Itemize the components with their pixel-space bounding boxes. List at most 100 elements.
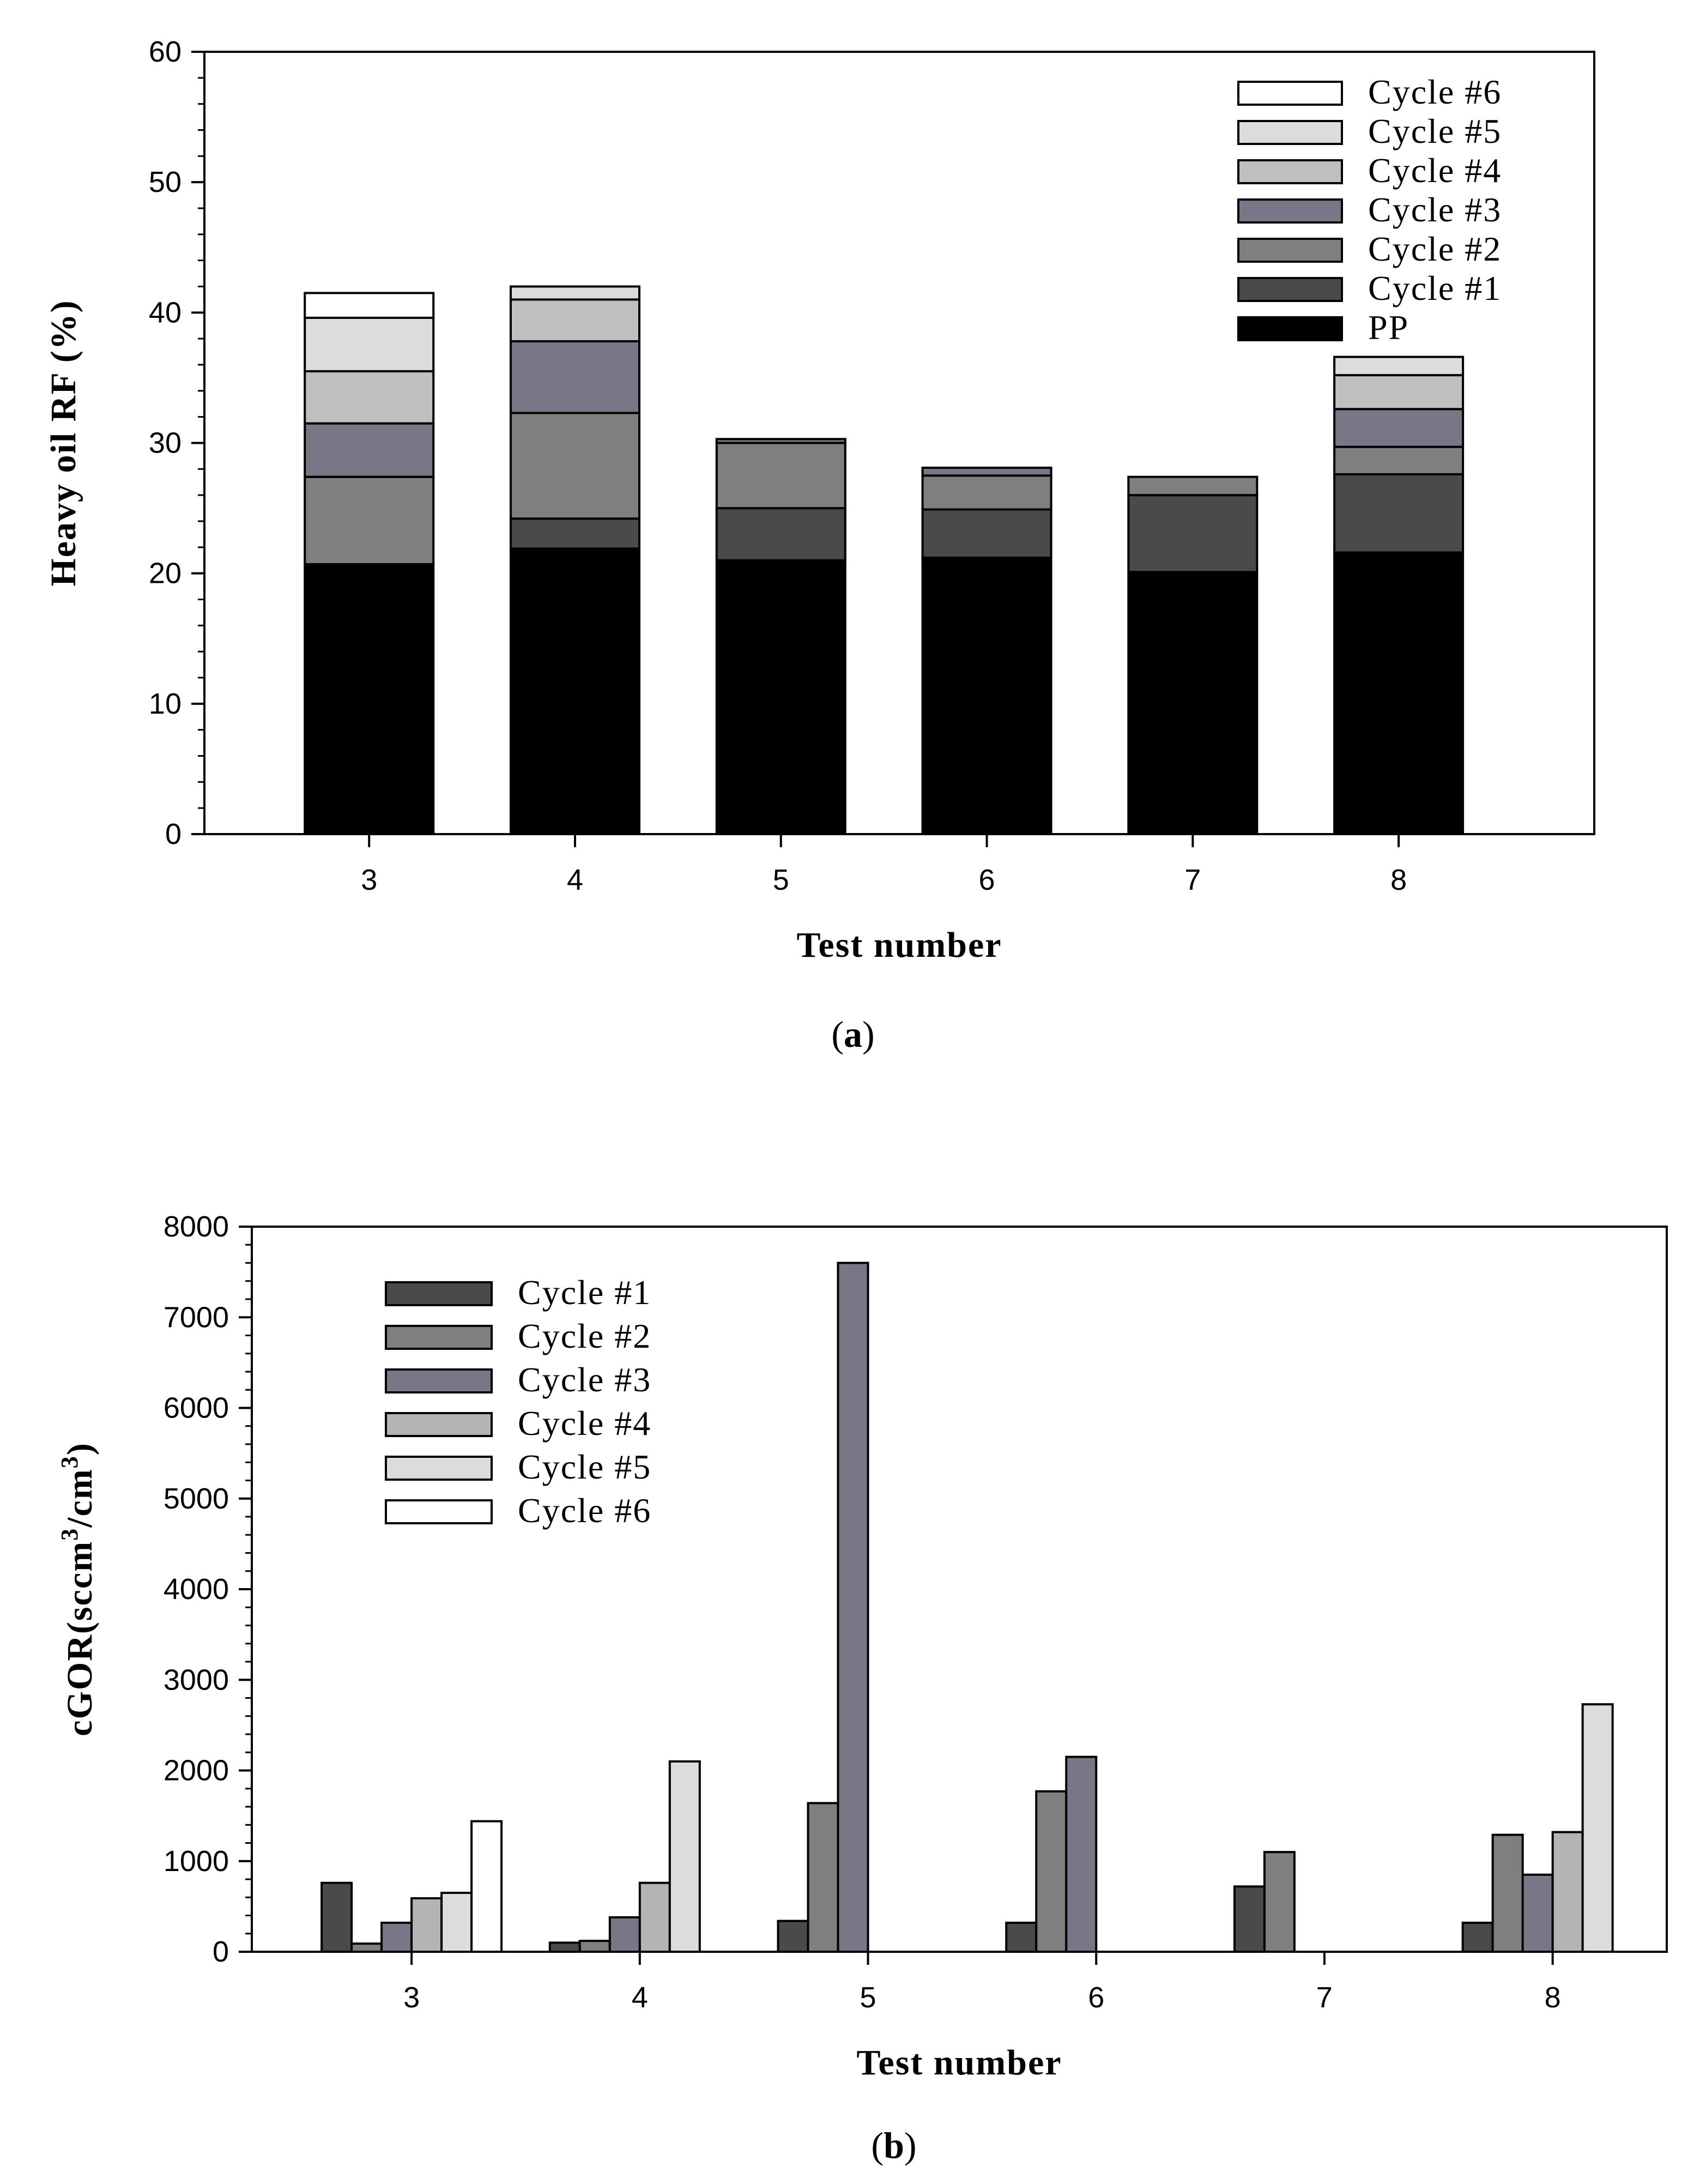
chart-a-bar-cycle-2-test-3 xyxy=(304,475,435,565)
chart-a-legend-swatch-cycle-3 xyxy=(1237,198,1343,224)
chart-b-x-tick-label: 6 xyxy=(1088,1981,1104,2014)
chart-b-bar-cycle-3-test-5 xyxy=(837,1262,869,1953)
chart-b-legend-label-cycle-4: Cycle #4 xyxy=(518,1404,651,1443)
chart-b-bar-cycle-5-test-8 xyxy=(1581,1703,1614,1953)
chart-b-legend-swatch-cycle-2 xyxy=(385,1325,493,1350)
chart-b-y-axis-title-part: ) xyxy=(60,1442,100,1455)
chart-b-y-tick-label: 1000 xyxy=(164,1845,229,1878)
chart-a-legend-label-cycle-6: Cycle #6 xyxy=(1368,73,1502,111)
chart-a-bar-pp-test-3 xyxy=(304,563,435,836)
chart-a-legend-label-pp: PP xyxy=(1368,308,1409,347)
chart-b-y-tick-label: 8000 xyxy=(164,1210,229,1243)
chart-a-legend-swatch-pp xyxy=(1237,316,1343,341)
chart-a-y-tick-label: 40 xyxy=(149,296,182,329)
chart-b-caption: (b) xyxy=(871,2125,916,2166)
chart-a-x-tick-label: 8 xyxy=(1390,864,1407,896)
chart-b-x-tick-label: 5 xyxy=(860,1981,876,2014)
chart-a-x-tick-label: 6 xyxy=(979,864,995,896)
chart-b-bar-cycle-4-test-8 xyxy=(1551,1831,1584,1953)
chart-a-legend-label-cycle-1: Cycle #1 xyxy=(1368,269,1502,307)
chart-a-x-axis-title: Test number xyxy=(796,925,1002,965)
chart-a-x-tick-label: 7 xyxy=(1184,864,1201,896)
chart-b-x-tick-label: 7 xyxy=(1316,1981,1333,2014)
chart-b-legend-label-cycle-1: Cycle #1 xyxy=(518,1273,651,1312)
chart-a-caption-close: ) xyxy=(862,1013,875,1055)
chart-b-bar-cycle-2-test-5 xyxy=(807,1802,839,1953)
chart-a-x-tick-label: 4 xyxy=(567,864,583,896)
chart-b-bar-cycle-3-test-3 xyxy=(380,1921,413,1953)
chart-a-bar-cycle-5-test-3 xyxy=(304,316,435,372)
chart-a-bar-pp-test-5 xyxy=(715,559,846,835)
chart-b-legend-swatch-cycle-4 xyxy=(385,1412,493,1437)
chart-a-x-tick-label: 5 xyxy=(773,864,789,896)
chart-b-bar-cycle-3-test-6 xyxy=(1065,1755,1098,1953)
chart-a-bar-cycle-4-test-8 xyxy=(1333,374,1465,411)
chart-b-x-tick-label: 4 xyxy=(632,1981,648,2014)
chart-b-legend-label-cycle-6: Cycle #6 xyxy=(518,1491,651,1530)
chart-a-bar-cycle-1-test-7 xyxy=(1127,494,1259,574)
chart-a-bar-cycle-1-test-5 xyxy=(715,507,846,562)
chart-a-bar-cycle-2-test-6 xyxy=(921,474,1052,511)
chart-b-caption-close: ) xyxy=(904,2125,917,2166)
chart-a-legend-swatch-cycle-5 xyxy=(1237,120,1343,145)
chart-a-bar-cycle-1-test-4 xyxy=(510,517,640,550)
chart-a-y-tick-label: 30 xyxy=(149,427,182,460)
chart-b-x-axis-title: Test number xyxy=(856,2043,1062,2083)
chart-b-x-tick-label: 3 xyxy=(403,1981,420,2014)
chart-a-y-tick-label: 20 xyxy=(149,557,182,590)
chart-b-bar-cycle-1-test-3 xyxy=(320,1881,353,1953)
chart-b-y-tick-label: 6000 xyxy=(164,1392,229,1425)
chart-a-bar-cycle-1-test-8 xyxy=(1333,473,1465,554)
chart-a-bar-cycle-5-test-4 xyxy=(510,285,640,301)
chart-b-legend-swatch-cycle-6 xyxy=(385,1499,493,1524)
chart-b-y-axis-title-part: 3 xyxy=(56,1528,83,1541)
chart-a-bar-pp-test-4 xyxy=(510,547,640,835)
chart-a-legend-swatch-cycle-6 xyxy=(1237,81,1343,106)
chart-a-legend-label-cycle-3: Cycle #3 xyxy=(1368,190,1502,229)
chart-a-bar-pp-test-6 xyxy=(921,556,1052,835)
chart-a-bar-cycle-6-test-3 xyxy=(304,292,435,319)
chart-a-bar-cycle-3-test-5 xyxy=(715,438,846,444)
chart-a-x-tick-label: 3 xyxy=(361,864,377,896)
chart-a-y-tick-label: 60 xyxy=(149,35,182,68)
chart-b-bar-cycle-2-test-8 xyxy=(1491,1833,1524,1953)
chart-b-bar-cycle-1-test-5 xyxy=(777,1920,809,1953)
chart-a-bar-cycle-3-test-6 xyxy=(921,466,1052,477)
chart-a-bar-cycle-5-test-8 xyxy=(1333,355,1465,377)
chart-a-bar-cycle-4-test-4 xyxy=(510,298,640,342)
chart-a-legend-swatch-cycle-1 xyxy=(1237,277,1343,302)
chart-b-bar-cycle-2-test-6 xyxy=(1035,1790,1068,1953)
chart-b-y-axis-title-part: cGOR(sccm xyxy=(60,1541,100,1736)
chart-b-bar-cycle-2-test-3 xyxy=(350,1942,383,1953)
chart-b-bar-cycle-5-test-3 xyxy=(440,1891,473,1953)
chart-b-y-tick-label: 4000 xyxy=(164,1573,229,1606)
chart-a-caption-letter: a xyxy=(844,1013,862,1055)
chart-a-bar-cycle-3-test-3 xyxy=(304,422,435,478)
chart-b-legend-swatch-cycle-3 xyxy=(385,1368,493,1393)
chart-b-bar-cycle-5-test-4 xyxy=(668,1760,701,1953)
chart-b-bar-cycle-4-test-3 xyxy=(410,1897,443,1953)
chart-b-legend-swatch-cycle-5 xyxy=(385,1456,493,1481)
chart-a-legend-swatch-cycle-4 xyxy=(1237,159,1343,184)
chart-b-bar-cycle-1-test-4 xyxy=(548,1941,581,1953)
chart-a-bar-cycle-3-test-4 xyxy=(510,340,640,414)
chart-b-y-tick-label: 3000 xyxy=(164,1663,229,1696)
chart-b-legend-label-cycle-3: Cycle #3 xyxy=(518,1360,651,1399)
chart-b-y-tick-label: 5000 xyxy=(164,1482,229,1515)
chart-a-legend-label-cycle-2: Cycle #2 xyxy=(1368,230,1502,268)
chart-a-y-tick-label: 10 xyxy=(149,687,182,720)
chart-a-legend-label-cycle-4: Cycle #4 xyxy=(1368,151,1502,190)
chart-a-legend-label-cycle-5: Cycle #5 xyxy=(1368,112,1502,150)
chart-b-y-tick-label: 7000 xyxy=(164,1301,229,1334)
chart-b-y-tick-label: 0 xyxy=(213,1935,229,1968)
chart-b-legend-swatch-cycle-1 xyxy=(385,1281,493,1306)
chart-b-bar-cycle-1-test-8 xyxy=(1461,1921,1494,1953)
chart-a-bar-cycle-1-test-6 xyxy=(921,508,1052,559)
chart-a-caption: (a) xyxy=(831,1013,874,1055)
chart-b-y-axis-title-part: /cm xyxy=(60,1468,100,1528)
chart-a-bar-cycle-2-test-4 xyxy=(510,412,640,520)
chart-b-y-tick-label: 2000 xyxy=(164,1754,229,1787)
chart-a-y-axis-title: Heavy oil RF (%) xyxy=(44,299,83,586)
chart-b-bar-cycle-3-test-4 xyxy=(608,1916,641,1953)
